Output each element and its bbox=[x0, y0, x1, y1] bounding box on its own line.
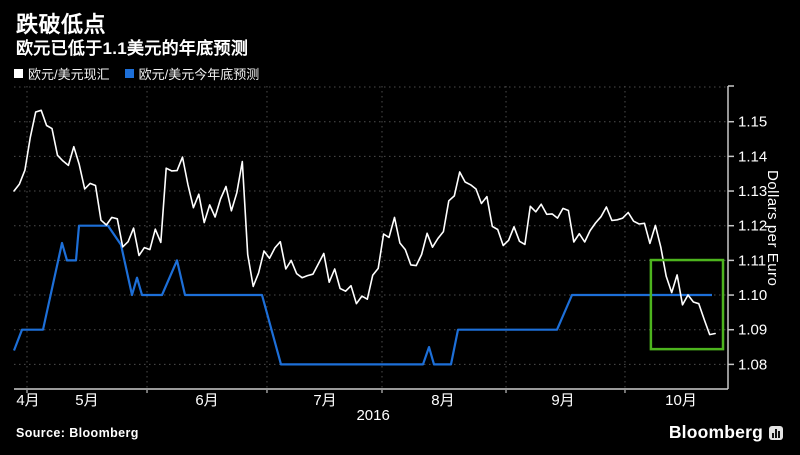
x-tick-label: 8月 bbox=[431, 392, 454, 409]
y-tick-label: 1.13 bbox=[738, 183, 767, 200]
y-tick-label: 1.11 bbox=[738, 252, 766, 269]
bloomberg-logo-text: Bloomberg bbox=[668, 422, 763, 442]
legend-label-spot: 欧元/美元现汇 bbox=[28, 67, 110, 82]
legend: 欧元/美元现汇 欧元/美元今年底预测 bbox=[14, 64, 259, 83]
legend-swatch-spot bbox=[14, 69, 23, 78]
x-tick-label: 7月 bbox=[313, 392, 336, 409]
legend-swatch-forecast bbox=[124, 69, 134, 78]
page-title: 跌破低点 bbox=[16, 12, 107, 37]
y-axis-title: Dollars per Euro bbox=[764, 170, 781, 287]
year-label: 2016 bbox=[356, 407, 389, 424]
bloomberg-logo-icon bbox=[769, 425, 783, 440]
x-tick-label: 10月 bbox=[665, 392, 697, 409]
page-subtitle: 欧元已低于1.1美元的年底预测 bbox=[16, 39, 249, 58]
legend-item-spot: 欧元/美元现汇 bbox=[14, 64, 110, 83]
legend-item-forecast: 欧元/美元今年底预测 bbox=[124, 64, 260, 83]
x-tick-label: 5月 bbox=[75, 392, 98, 409]
x-tick-label: 6月 bbox=[195, 392, 218, 409]
y-tick-label: 1.09 bbox=[738, 322, 767, 339]
legend-label-forecast: 欧元/美元今年底预测 bbox=[138, 67, 260, 82]
y-tick-label: 1.10 bbox=[738, 287, 767, 304]
source-label: Source: Bloomberg bbox=[16, 426, 139, 440]
x-tick-label: 9月 bbox=[551, 392, 574, 409]
bloomberg-logo: Bloomberg bbox=[669, 422, 783, 443]
y-tick-label: 1.14 bbox=[738, 148, 767, 165]
spot-line bbox=[13, 109, 716, 336]
y-tick-label: 1.15 bbox=[738, 114, 767, 131]
highlight-box bbox=[649, 258, 725, 351]
y-tick-label: 1.12 bbox=[738, 218, 767, 235]
forecast-line bbox=[12, 224, 712, 366]
y-tick-label: 1.08 bbox=[738, 356, 767, 373]
x-tick-label: 4月 bbox=[16, 392, 39, 409]
